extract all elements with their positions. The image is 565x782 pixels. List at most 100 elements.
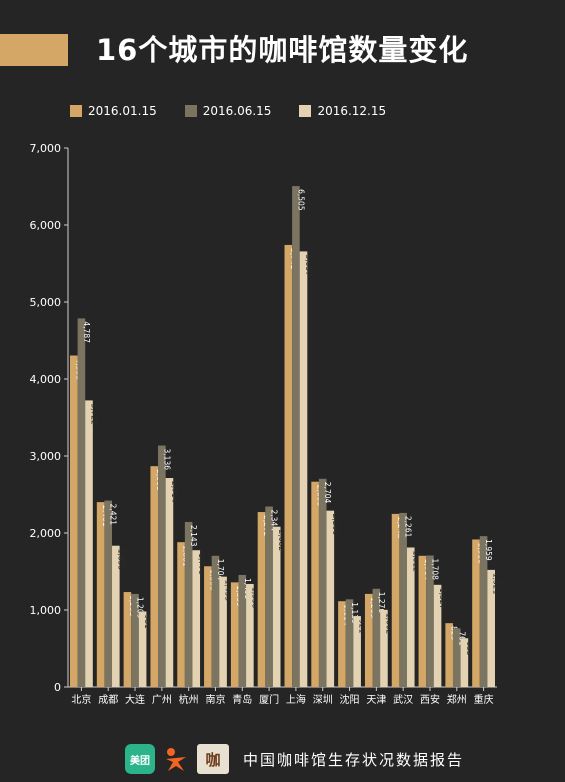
x-tick-label: 杭州 <box>179 693 199 706</box>
bar-chart: 01,0002,0003,0004,0005,0006,0007,0004,30… <box>30 142 501 706</box>
bar <box>211 555 220 687</box>
x-tick-label: 天津 <box>366 694 386 706</box>
bar <box>380 609 388 687</box>
data-label: 4,787 <box>82 321 91 343</box>
bar <box>364 593 373 687</box>
data-label: 3,722 <box>90 403 99 425</box>
x-tick-label: 西安 <box>420 693 440 706</box>
data-label: 2,421 <box>109 504 118 526</box>
bar <box>311 481 319 687</box>
legend-swatch-series-2 <box>184 105 197 117</box>
x-tick-label: 厦门 <box>259 693 279 706</box>
x-tick-label: 武汉 <box>393 693 413 706</box>
data-label: 921 <box>358 619 367 634</box>
data-label: 5,657 <box>304 254 313 276</box>
legend-item-series-2: 2016.06.15 <box>184 104 272 118</box>
legend-label-series-1: 2016.01.15 <box>88 104 157 118</box>
y-tick-label: 0 <box>54 681 61 694</box>
bar <box>70 355 78 687</box>
data-label: 1,276 <box>377 592 386 614</box>
bar <box>472 539 480 687</box>
meituan-logo: 美团 <box>125 744 155 774</box>
bar <box>272 526 281 687</box>
x-tick-label: 大连 <box>125 693 145 706</box>
bar <box>238 574 247 687</box>
data-label: 981 <box>143 614 152 629</box>
dianping-icon <box>166 748 186 771</box>
bar <box>150 466 159 687</box>
x-tick-label: 深圳 <box>313 694 333 706</box>
legend-swatch-series-3 <box>299 105 312 117</box>
y-tick-label: 3,000 <box>30 450 62 463</box>
data-label: 1,835 <box>116 549 125 571</box>
bar <box>177 542 185 687</box>
legend-swatch-series-1 <box>70 105 82 117</box>
bar <box>452 628 461 687</box>
data-label: 3,136 <box>162 449 171 471</box>
data-label: 1,521 <box>492 573 501 595</box>
bar <box>406 547 415 687</box>
bar <box>353 616 361 687</box>
data-label: 1,812 <box>411 550 420 572</box>
bar <box>158 445 166 687</box>
bar <box>204 566 212 687</box>
bar <box>246 583 254 687</box>
data-label: 1,338 <box>250 587 259 609</box>
footer: 美团 咖 中国咖啡馆生存状况数据报告 <box>125 744 464 774</box>
y-tick-label: 5,000 <box>30 296 62 309</box>
data-label: 1,704 <box>216 559 225 581</box>
legend-label-series-3: 2016.12.15 <box>317 104 387 118</box>
data-label: 1,002 <box>384 613 393 635</box>
data-label: 1,708 <box>430 558 439 580</box>
bar <box>123 592 132 687</box>
data-label: 1,327 <box>438 588 447 610</box>
x-tick-label: 郑州 <box>447 693 467 706</box>
data-label: 633 <box>465 641 474 656</box>
x-tick-label: 上海 <box>286 693 306 706</box>
title-bar: 16个城市的咖啡馆数量变化 <box>0 30 565 70</box>
x-tick-label: 沈阳 <box>340 693 360 706</box>
legend: 2016.01.15 2016.06.15 2016.12.15 <box>70 104 386 118</box>
data-label: 6,505 <box>296 189 305 211</box>
bar <box>219 576 227 687</box>
bar <box>85 400 93 687</box>
bar <box>460 638 469 687</box>
x-tick-label: 南京 <box>205 693 225 706</box>
bar <box>77 318 86 687</box>
bar <box>487 569 495 687</box>
bar <box>345 599 354 687</box>
bar <box>284 244 293 687</box>
legend-item-series-3: 2016.12.15 <box>299 104 386 118</box>
bar <box>299 251 308 687</box>
footer-text: 中国咖啡馆生存状况数据报告 <box>243 750 465 769</box>
bar <box>338 601 346 687</box>
y-tick-label: 1,000 <box>30 604 62 617</box>
bar <box>418 555 427 687</box>
legend-item-series-1: 2016.01.15 <box>70 104 157 118</box>
x-tick-label: 青岛 <box>232 693 252 706</box>
bar <box>372 588 381 687</box>
legend-label-series-2: 2016.06.15 <box>202 104 272 118</box>
data-label: 2,714 <box>170 481 179 503</box>
bar <box>257 512 266 687</box>
y-tick-label: 2,000 <box>30 527 62 540</box>
bar <box>326 510 335 687</box>
bar <box>292 186 300 688</box>
bar <box>138 611 147 687</box>
x-tick-label: 成都 <box>98 694 118 706</box>
data-label: 2,082 <box>277 530 286 552</box>
data-label: 1,776 <box>197 553 206 575</box>
bar <box>265 506 273 687</box>
x-tick-label: 北京 <box>71 693 91 706</box>
page-title: 16个城市的咖啡馆数量变化 <box>96 33 469 67</box>
data-label: 1,139 <box>350 602 359 624</box>
dianping-logo <box>161 744 191 774</box>
y-tick-label: 7,000 <box>30 142 62 155</box>
bar <box>426 555 434 687</box>
data-label: 2,704 <box>323 482 332 504</box>
y-tick-label: 6,000 <box>30 219 62 232</box>
bar <box>112 545 120 687</box>
x-tick-label: 重庆 <box>474 693 494 706</box>
bar <box>230 582 239 687</box>
bar <box>433 584 442 687</box>
